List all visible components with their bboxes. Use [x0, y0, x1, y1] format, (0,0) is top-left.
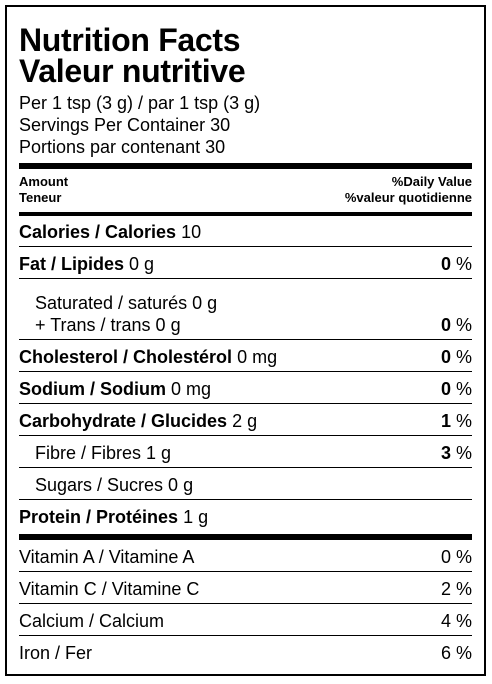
divider — [19, 499, 472, 500]
calcium-row: Calcium / Calcium 4 % — [19, 604, 472, 635]
fat-label: Fat / Lipides — [19, 254, 125, 274]
fibre-row: Fibre / Fibres 1 g 3 % — [19, 436, 472, 467]
fat-row: Fat / Lipides 0 g 0 % — [19, 247, 472, 278]
thick-divider — [19, 163, 472, 169]
thick-divider-vitamins — [19, 534, 472, 540]
calories-row: Calories / Calories 10 — [19, 216, 472, 246]
amount-header-fr: Teneur — [19, 190, 62, 205]
sugars-label: Sugars / Sucres 0 g — [35, 475, 194, 495]
protein-amount: 1 g — [183, 507, 209, 527]
cholesterol-dv-unit: % — [450, 347, 472, 367]
nutrition-facts-label: Nutrition Facts Valeur nutritive Per 1 t… — [5, 5, 486, 676]
title-english: Nutrition Facts — [19, 22, 241, 58]
fibre-dv: 3 — [440, 443, 451, 463]
calcium-dv: 4 % — [440, 611, 472, 631]
fibre-dv-unit: % — [450, 443, 472, 463]
fat-dv-unit: % — [450, 254, 472, 274]
cholesterol-row: Cholesterol / Cholestérol 0 mg 0 % — [19, 340, 472, 371]
amount-header-en: Amount — [19, 174, 69, 189]
calcium-label: Calcium / Calcium — [19, 611, 165, 631]
carbohydrate-row: Carbohydrate / Glucides 2 g 1 % — [19, 404, 472, 435]
divider — [19, 435, 472, 436]
cholesterol-dv: 0 — [440, 347, 451, 367]
vitamin-a-row: Vitamin A / Vitamine A 0 % — [19, 540, 472, 571]
vitamin-a-dv: 0 % — [440, 547, 472, 567]
servings-per-container: Servings Per Container 30 — [19, 115, 231, 135]
cholesterol-label: Cholesterol / Cholestérol — [19, 347, 233, 367]
divider — [19, 635, 472, 636]
saturated-trans-row: Saturated / saturés 0 g + Trans / trans … — [19, 279, 472, 339]
divider — [19, 403, 472, 404]
vitamin-a-label: Vitamin A / Vitamine A — [19, 547, 195, 567]
sodium-dv: 0 — [440, 379, 451, 399]
carbohydrate-amount: 2 g — [232, 411, 258, 431]
serving-size: Per 1 tsp (3 g) / par 1 tsp (3 g) — [19, 93, 261, 113]
saturated-dv-unit: % — [450, 315, 472, 335]
divider — [19, 278, 472, 279]
daily-value-header-en: %Daily Value — [391, 174, 472, 189]
iron-row: Iron / Fer 6 % — [19, 636, 472, 667]
iron-dv: 6 % — [440, 643, 472, 663]
sodium-dv-unit: % — [450, 379, 472, 399]
medium-divider — [19, 212, 472, 216]
fat-amount: 0 g — [129, 254, 155, 274]
sodium-row: Sodium / Sodium 0 mg 0 % — [19, 372, 472, 403]
divider — [19, 371, 472, 372]
divider — [19, 571, 472, 572]
divider — [19, 246, 472, 247]
protein-label: Protein / Protéines — [19, 507, 179, 527]
calories-label: Calories / Calories — [19, 222, 177, 242]
vitamin-c-row: Vitamin C / Vitamine C 2 % — [19, 572, 472, 603]
serving-info: Per 1 tsp (3 g) / par 1 tsp (3 g) Servin… — [19, 92, 472, 158]
carbohydrate-dv-unit: % — [450, 411, 472, 431]
cholesterol-amount: 0 mg — [237, 347, 278, 367]
sodium-label: Sodium / Sodium — [19, 379, 166, 399]
carbohydrate-dv: 1 — [440, 411, 451, 431]
carbohydrate-label: Carbohydrate / Glucides — [19, 411, 228, 431]
divider — [19, 603, 472, 604]
trans-label: + Trans / trans 0 g — [35, 315, 181, 335]
fibre-label: Fibre / Fibres 1 g — [35, 443, 172, 463]
divider — [19, 467, 472, 468]
sugars-row: Sugars / Sucres 0 g — [19, 468, 472, 499]
portions-par-contenant: Portions par contenant 30 — [19, 137, 226, 157]
protein-row: Protein / Protéines 1 g — [19, 500, 472, 531]
saturated-trans-dv: 0 — [440, 315, 451, 335]
saturated-label: Saturated / saturés 0 g — [35, 293, 218, 313]
vitamin-c-label: Vitamin C / Vitamine C — [19, 579, 200, 599]
fat-dv: 0 — [440, 254, 451, 274]
iron-label: Iron / Fer — [19, 643, 93, 663]
title-french: Valeur nutritive — [19, 53, 246, 89]
vitamin-c-dv: 2 % — [440, 579, 472, 599]
sodium-amount: 0 mg — [171, 379, 212, 399]
daily-value-header-fr: %valeur quotidienne — [344, 190, 472, 205]
column-header: Amount Teneur %Daily Value %valeur quoti… — [19, 169, 472, 212]
calories-amount: 10 — [181, 222, 202, 242]
divider — [19, 339, 472, 340]
